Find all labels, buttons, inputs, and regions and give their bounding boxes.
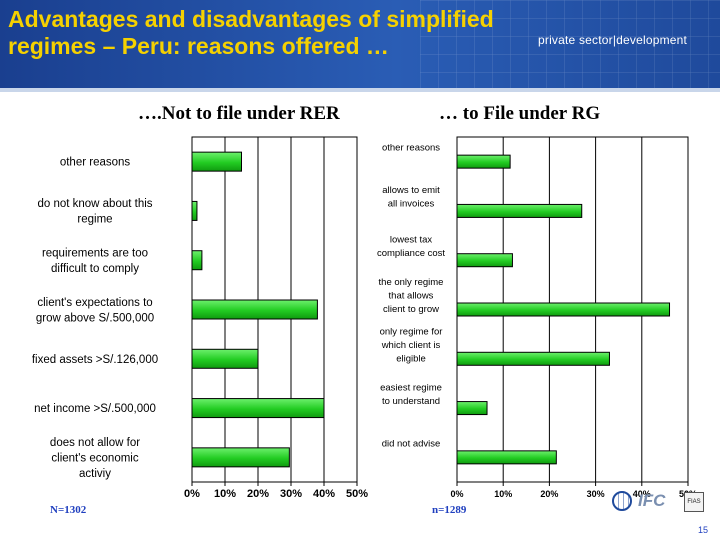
bar — [456, 253, 513, 268]
x-tick-label: 40% — [633, 489, 651, 499]
bar — [191, 151, 242, 172]
category-label: only regime for which client is eligible — [380, 326, 443, 364]
bar — [191, 398, 325, 419]
category-label: net income >S/.500,000 — [34, 403, 156, 415]
ifc-logo: IFC — [638, 491, 666, 510]
slide-title: Advantages and disadvantages of simplifi… — [8, 6, 494, 59]
category-label: client's expectations to grow above S/.50… — [36, 297, 154, 325]
x-tick-label: 20% — [247, 488, 269, 500]
left-chart-title: ….Not to file under RER — [138, 103, 340, 124]
category-label: allows to emit all invoices — [382, 185, 440, 210]
x-tick-label: 30% — [587, 489, 605, 499]
category-label: fixed assets >S/.126,000 — [32, 354, 158, 366]
x-tick-label: 30% — [280, 488, 302, 500]
category-label: easiest regime to understand — [380, 382, 442, 407]
x-tick-label: 10% — [214, 488, 236, 500]
category-label: other reasons — [382, 143, 440, 154]
bar — [456, 351, 610, 366]
bar — [191, 299, 318, 320]
x-tick-label: 0% — [450, 489, 463, 499]
x-tick-label: 10% — [494, 489, 512, 499]
slide-header: Advantages and disadvantages of simplifi… — [0, 0, 720, 88]
category-label: does not allow for client's economic activ… — [50, 437, 140, 480]
logos: IFC FIAS — [610, 490, 710, 516]
bar — [191, 250, 203, 271]
right-chart-title: … to File under RG — [439, 103, 601, 124]
world-bank-globe-icon — [612, 491, 632, 511]
x-tick-label: 50% — [346, 488, 368, 500]
bar — [456, 154, 511, 169]
bar — [191, 200, 198, 221]
bar — [456, 401, 488, 416]
category-label: lowest tax compliance cost — [377, 234, 445, 259]
header-divider — [0, 88, 720, 92]
header-grid-pattern — [420, 0, 720, 88]
brand-text: private sector|development — [538, 33, 688, 47]
right-sample-size: n=1289 — [432, 504, 467, 516]
bar — [191, 348, 259, 369]
bar — [191, 447, 290, 468]
x-tick-label: 40% — [313, 488, 335, 500]
fias-logo: FIAS — [684, 492, 704, 512]
category-label: other reasons — [60, 157, 131, 169]
x-tick-label: 0% — [184, 488, 200, 500]
bar — [456, 450, 557, 465]
left-sample-size: N=1302 — [50, 504, 87, 516]
bar — [456, 203, 583, 218]
category-label: did not advise — [382, 438, 441, 449]
page-number: 15 — [697, 525, 708, 535]
x-tick-label: 20% — [540, 489, 558, 499]
category-label: the only regime that allows client to grow — [379, 277, 444, 315]
category-label: do not know about this regime — [37, 198, 152, 226]
bar — [456, 302, 671, 317]
category-label: requirements are too difficult to comply — [42, 247, 148, 275]
